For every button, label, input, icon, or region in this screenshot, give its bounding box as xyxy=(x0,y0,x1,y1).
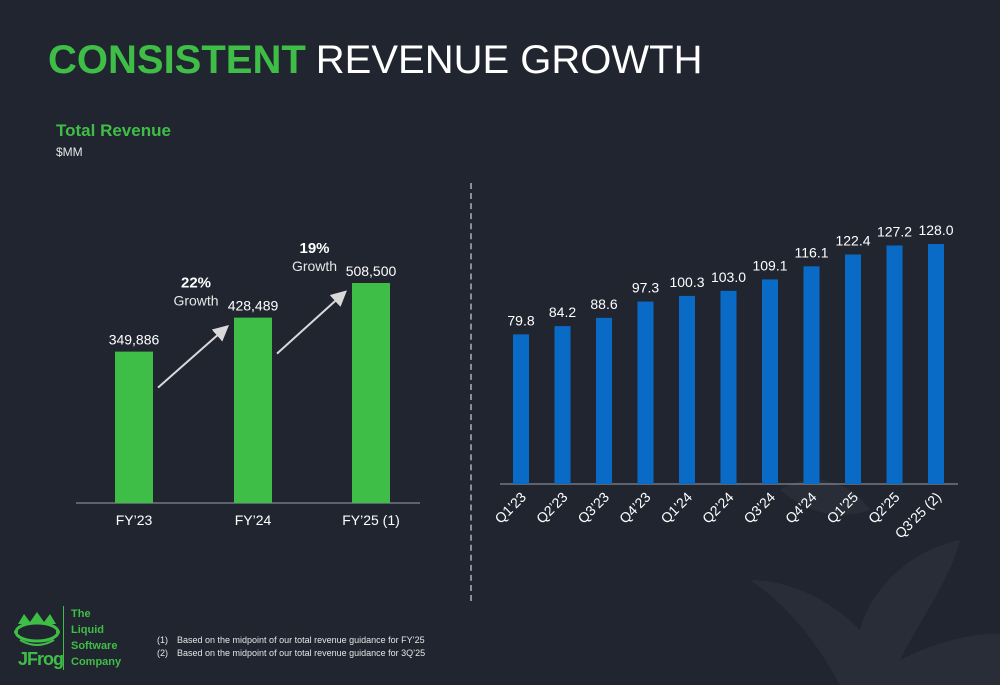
tagline-line: Company xyxy=(71,656,122,668)
logo-tagline: The Liquid Software Company xyxy=(71,606,121,670)
quarterly-bar xyxy=(762,279,778,484)
quarterly-bar-value-label: 109.1 xyxy=(752,257,787,273)
frog-crown-icon xyxy=(14,612,60,646)
quarterly-bar-value-label: 97.3 xyxy=(632,280,659,296)
unit-label: $MM xyxy=(56,145,83,159)
title-highlight: CONSISTENT xyxy=(48,38,306,82)
chart-divider xyxy=(470,183,472,601)
quarterly-x-tick-label: Q1’24 xyxy=(657,489,695,527)
annual-bar xyxy=(352,283,390,503)
quarterly-bar xyxy=(928,244,944,484)
quarterly-x-tick-label: Q4’24 xyxy=(782,489,820,527)
quarterly-bar-value-label: 84.2 xyxy=(549,304,576,320)
quarterly-x-tick-label: Q1’25 xyxy=(823,489,861,527)
quarterly-x-tick-label: Q3’25 (2) xyxy=(892,489,945,542)
quarterly-x-tick-label: Q2’23 xyxy=(533,489,571,527)
background-watermark xyxy=(750,479,1000,685)
quarterly-bar xyxy=(513,334,529,484)
quarterly-bar xyxy=(803,266,820,484)
quarterly-bar xyxy=(886,245,903,484)
growth-percent-label: 22% xyxy=(181,275,211,292)
quarterly-bar xyxy=(596,317,612,484)
quarterly-bar-value-label: 88.6 xyxy=(590,296,617,312)
footnote-number: (2) xyxy=(157,648,168,658)
footnote-number: (1) xyxy=(157,635,168,645)
quarterly-bar xyxy=(845,254,861,484)
annual-bar-value-label: 349,886 xyxy=(109,332,160,348)
quarterly-bar-value-label: 103.0 xyxy=(711,269,746,285)
growth-percent-label: 19% xyxy=(299,240,329,257)
quarterly-x-tick-label: Q2’25 xyxy=(865,489,903,527)
annual-x-tick-label: FY’24 xyxy=(235,512,272,528)
annual-bar-value-label: 508,500 xyxy=(346,263,397,279)
quarterly-x-tick-label: Q4’23 xyxy=(616,489,654,527)
quarterly-bar-value-label: 79.8 xyxy=(507,312,534,328)
quarterly-x-tick-label: Q1’23 xyxy=(491,489,529,527)
quarterly-bar xyxy=(720,290,737,484)
quarterly-bar xyxy=(679,295,695,484)
quarterly-x-tick-label: Q3’24 xyxy=(740,489,778,527)
footnotes: (1) Based on the midpoint of our total re… xyxy=(157,634,425,660)
tagline-line: The xyxy=(71,608,91,620)
footnote-text: Based on the midpoint of our total reven… xyxy=(177,648,426,658)
footnote-text: Based on the midpoint of our total reven… xyxy=(177,635,425,645)
quarterly-bar-value-label: 100.3 xyxy=(669,274,704,290)
tagline-line: Software xyxy=(71,640,118,652)
tagline-line: Liquid xyxy=(71,624,104,636)
chart-subtitle: Total Revenue xyxy=(56,121,171,140)
logo-wordmark: JFrog xyxy=(18,649,64,669)
quarterly-bar xyxy=(554,326,571,484)
annual-bar xyxy=(115,351,153,503)
growth-text-label: Growth xyxy=(292,258,337,274)
quarterly-bar-value-label: 116.1 xyxy=(795,244,829,260)
annual-x-tick-label: FY’23 xyxy=(116,512,153,528)
growth-text-label: Growth xyxy=(173,293,218,309)
footnote: (1) Based on the midpoint of our total re… xyxy=(157,634,425,647)
footnote: (2) Based on the midpoint of our total re… xyxy=(157,647,425,660)
quarterly-x-tick-label: Q3’23 xyxy=(574,489,612,527)
title-rest: REVENUE GROWTH xyxy=(315,38,703,82)
logo-separator xyxy=(63,606,64,670)
quarterly-bar-value-label: 127.2 xyxy=(877,224,912,240)
quarterly-bar-value-label: 128.0 xyxy=(918,222,953,238)
annual-bar-value-label: 428,489 xyxy=(228,298,279,314)
annual-x-tick-label: FY’25 (1) xyxy=(342,512,400,528)
quarterly-bar-value-label: 122.4 xyxy=(835,233,870,249)
quarterly-x-tick-label: Q2’24 xyxy=(699,489,737,527)
page-title: CONSISTENT REVENUE GROWTH xyxy=(48,36,702,84)
growth-arrow xyxy=(157,324,229,389)
annual-bar xyxy=(234,317,272,503)
quarterly-bar xyxy=(637,301,654,484)
growth-arrow xyxy=(276,290,347,355)
